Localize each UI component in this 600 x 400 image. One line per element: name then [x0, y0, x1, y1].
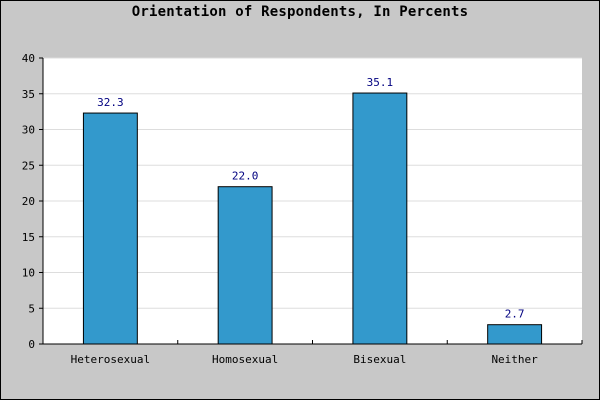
y-tick-label: 5 [28, 302, 35, 315]
data-label: 2.7 [505, 308, 525, 321]
y-tick-label: 15 [22, 231, 35, 244]
y-tick-label: 25 [22, 159, 35, 172]
x-tick-label: Bisexual [353, 353, 406, 366]
x-tick-label: Homosexual [212, 353, 278, 366]
y-tick-label: 0 [28, 338, 35, 351]
x-tick-label: Neither [491, 353, 538, 366]
y-tick-label: 10 [22, 267, 35, 280]
y-tick-label: 20 [22, 195, 35, 208]
bar [352, 92, 408, 345]
data-label: 32.3 [97, 96, 124, 109]
y-tick-label: 40 [22, 52, 35, 65]
chart-title: Orientation of Respondents, In Percents [131, 4, 469, 20]
y-tick-label: 35 [22, 88, 35, 101]
bar [82, 112, 138, 345]
data-label: 22.0 [232, 170, 259, 183]
bar [217, 186, 273, 345]
data-label: 35.1 [367, 76, 394, 89]
y-tick-label: 30 [22, 124, 35, 137]
bar [487, 324, 543, 345]
x-tick-label: Heterosexual [71, 353, 150, 366]
